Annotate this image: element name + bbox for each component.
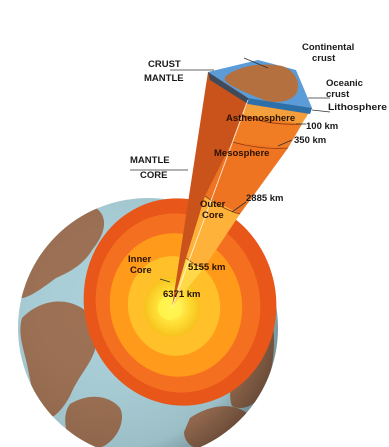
crust-right-edge [248, 98, 312, 114]
inner-core-line-1: Inner [128, 254, 152, 265]
label-inner-core: Inner Core [128, 254, 154, 276]
continental-line-1: Continental [302, 42, 354, 53]
boundary-5155km [185, 257, 205, 269]
earth-wedge [171, 60, 312, 308]
outer-core-line-2: Core [202, 210, 224, 221]
label-outer-core: Outer Core [200, 199, 228, 221]
label-asthenosphere: Asthenosphere [226, 113, 295, 124]
label-crust: CRUST [148, 59, 181, 70]
label-mantle-left: MANTLE [130, 155, 170, 166]
label-lithosphere: Lithosphere [328, 102, 387, 113]
oceanic-line-1: Oceanic [326, 78, 363, 89]
label-350km: 350 km [294, 135, 326, 146]
text-labels: CRUST MANTLE MANTLE CORE Continental cru… [128, 42, 387, 300]
wedge-ridge [171, 99, 249, 308]
leader-lines [130, 57, 331, 283]
label-core: CORE [140, 170, 167, 181]
mesosphere-band-top [232, 115, 302, 148]
crust-top-continent [224, 64, 299, 102]
label-5155km: 5155 km [188, 262, 226, 273]
boundary-2885km [204, 195, 241, 215]
label-100km: 100 km [306, 121, 338, 132]
label-continental-crust: Continental crust [302, 42, 357, 64]
boundary-350km [231, 141, 289, 149]
label-oceanic-crust: Oceanic crust [326, 78, 366, 100]
inner-core-line-2: Core [130, 265, 152, 276]
label-2885km: 2885 km [246, 193, 284, 204]
oceanic-line-2: crust [326, 89, 350, 100]
label-mesosphere: Mesosphere [214, 148, 269, 159]
label-mantle-top: MANTLE [144, 73, 184, 84]
inner-core-band [172, 258, 204, 307]
crust-left-edge [208, 72, 248, 104]
outer-core-band [186, 196, 240, 268]
label-6371km: 6371 km [163, 289, 201, 300]
continental-line-2: crust [312, 53, 336, 64]
outer-core-line-1: Outer [200, 199, 226, 210]
